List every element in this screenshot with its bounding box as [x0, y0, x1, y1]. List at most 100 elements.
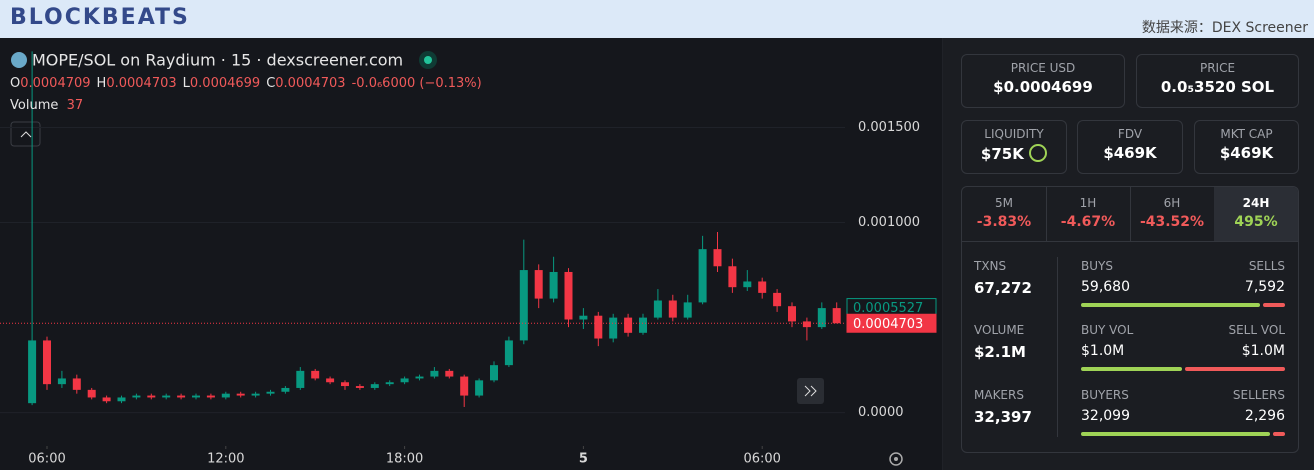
value: 0.0₅3520 SOL: [1160, 78, 1275, 96]
candle-body: [251, 393, 260, 396]
lock-icon: [1029, 144, 1048, 162]
candle-body: [430, 370, 439, 377]
candle-body: [639, 317, 647, 333]
x-tick-label: 12:00: [207, 452, 244, 467]
candle-body: [743, 281, 752, 288]
label: PRICE: [1199, 61, 1236, 75]
candle-body: [445, 370, 454, 377]
ohlc-value: 0.0004703: [106, 76, 177, 91]
candle-body: [132, 395, 141, 398]
ohlc-key: O: [10, 76, 21, 91]
candle-body: [579, 315, 588, 320]
sell-bar: [1263, 303, 1285, 307]
period-tab[interactable]: 5M -3.83%: [962, 187, 1047, 241]
candle-body: [177, 395, 186, 398]
scroll-button[interactable]: [797, 378, 824, 404]
value: 495%: [1234, 214, 1278, 230]
candle-body: [490, 365, 498, 381]
right-value: 2,296: [1244, 408, 1285, 424]
header: BLOCKBEATS 数据来源：DEX Screener: [0, 0, 1314, 38]
candle-body: [296, 370, 305, 388]
right-label: SELL VOL: [1228, 323, 1285, 337]
sell-bar: [1273, 432, 1285, 436]
price: PRICE 0.0₅3520 SOL: [1136, 54, 1299, 108]
value: $0.0004699: [993, 78, 1093, 96]
ohlc-key: L: [182, 76, 190, 91]
candle-body: [460, 376, 469, 396]
candle-body: [43, 340, 51, 385]
collapse-button[interactable]: [10, 121, 41, 147]
x-tick-label: 06:00: [28, 452, 65, 467]
candle-body: [72, 378, 81, 390]
status-dot: [424, 56, 432, 64]
candle-body: [192, 395, 200, 398]
candle-body: [788, 306, 796, 322]
candle-body: [355, 386, 364, 388]
candle-body: [266, 391, 275, 394]
volume-label: Volume: [10, 98, 59, 113]
fdv: FDV $469K: [1077, 120, 1183, 174]
y-tick-label: 0.0000: [858, 405, 904, 420]
logo[interactable]: BLOCKBEATS: [10, 5, 190, 30]
candle-body: [564, 271, 573, 320]
chart-bg: [0, 38, 943, 470]
x-tick-label: 18:00: [386, 452, 423, 467]
buy-bar: [1081, 432, 1270, 436]
candle-body: [117, 397, 126, 402]
left-label: BUY VOL: [1081, 323, 1134, 337]
sell-bar: [1185, 367, 1285, 371]
liquidity: LIQUIDITY $75K: [961, 120, 1067, 174]
candle-body: [758, 281, 767, 293]
stat-row: MAKERS 32,397 BUYERS 32,099 SELLERS 2,296: [962, 388, 1298, 452]
value: -3.83%: [976, 214, 1032, 230]
left-label: BUYS: [1081, 259, 1113, 273]
value: -43.52%: [1139, 214, 1205, 230]
value: $75K: [962, 144, 1066, 163]
value-text: $75K: [980, 145, 1024, 163]
token-icon: [11, 52, 27, 68]
value: $469K: [1103, 144, 1157, 162]
candle-body: [504, 340, 513, 366]
period-tab[interactable]: 6H -43.52%: [1130, 187, 1215, 241]
candle-body: [728, 266, 737, 288]
candle-body: [668, 300, 677, 318]
label: 24H: [1242, 196, 1270, 210]
ohlc-row: O0.0004709 H0.0004703 L0.0004699 C0.0004703…: [10, 76, 482, 91]
value: $469K: [1219, 144, 1274, 162]
price-tag-label: 0.0004703: [853, 317, 923, 332]
label: VOLUME: [974, 323, 1025, 337]
price-usd: PRICE USD $0.0004699: [961, 54, 1125, 108]
candle-body: [534, 270, 543, 299]
period-tabs: 5M -3.83% 1H -4.67% 6H -43.52% 24H 495%: [962, 187, 1298, 242]
candle-body: [415, 376, 424, 379]
label: FDV: [1117, 127, 1143, 141]
label: LIQUIDITY: [984, 127, 1044, 141]
candle-body: [28, 340, 37, 404]
period-tab[interactable]: 1H -4.67%: [1046, 187, 1131, 241]
stat-row: VOLUME $2.1M BUY VOL $1.0M SELL VOL $1.0M: [962, 323, 1298, 387]
candle-body: [206, 395, 215, 398]
candle-body: [311, 370, 320, 379]
candle-body: [326, 378, 335, 383]
candle-body: [475, 380, 484, 396]
volume-value: 37: [66, 98, 84, 113]
candle-body: [832, 308, 841, 324]
price-tag: [846, 313, 937, 333]
period-tab[interactable]: 24H 495%: [1214, 187, 1298, 241]
volume-row: Volume 37: [10, 98, 83, 113]
candle-body: [341, 382, 349, 387]
column-divider: [1057, 257, 1058, 437]
left-value: 32,099: [1081, 408, 1130, 424]
settings-button[interactable]: [889, 452, 903, 466]
label: 6H: [1163, 196, 1181, 210]
left-value: 59,680: [1081, 279, 1130, 295]
ohlc-key: H: [96, 76, 107, 91]
chart-title: MOPE/SOL on Raydium · 15 · dexscreener.c…: [32, 51, 403, 70]
y-tick-label: 0.001500: [858, 120, 920, 135]
candle-body: [162, 395, 171, 398]
candle-body: [147, 395, 156, 398]
y-tick-label: 0.001000: [858, 215, 920, 230]
ohlc-value: 0.0004703: [275, 76, 346, 91]
right-label: SELLERS: [1232, 388, 1285, 402]
candle-body: [653, 300, 662, 318]
